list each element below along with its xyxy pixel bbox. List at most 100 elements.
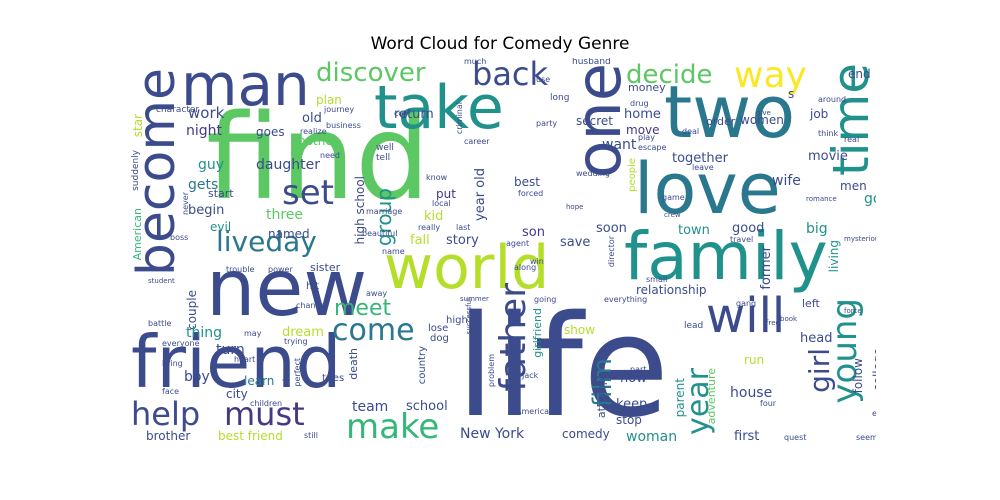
word-away: away bbox=[366, 289, 388, 298]
word-attempt: attempt bbox=[595, 374, 608, 419]
word-decide: decide bbox=[626, 60, 713, 90]
word-boss: boss bbox=[170, 233, 189, 242]
word-deal: deal bbox=[682, 127, 700, 136]
word-run: run bbox=[744, 353, 765, 367]
word-country: country bbox=[417, 346, 428, 385]
word-may: may bbox=[244, 329, 262, 338]
word-trouble: trouble bbox=[226, 265, 255, 274]
word-perfect: perfect bbox=[293, 358, 302, 387]
word-kid: kid bbox=[424, 209, 444, 224]
word-leave: leave bbox=[692, 163, 714, 172]
word-bring: bring bbox=[162, 359, 183, 368]
word-win: win bbox=[530, 257, 544, 266]
word-left: left bbox=[802, 297, 820, 310]
word-think: think bbox=[818, 129, 839, 138]
word-seem: seem bbox=[856, 433, 876, 442]
word-forced: forced bbox=[518, 189, 544, 198]
word-problem: problem bbox=[487, 354, 496, 388]
word-good: good bbox=[732, 221, 765, 236]
word-guy: guy bbox=[198, 157, 225, 173]
word-wedding: wedding bbox=[576, 169, 610, 178]
word-dog: dog bbox=[430, 333, 449, 344]
word-movie: movie bbox=[808, 149, 848, 164]
word-successful: successful bbox=[465, 298, 473, 335]
word-brother: brother bbox=[146, 429, 191, 443]
word-big: big bbox=[806, 221, 828, 237]
word-two: two bbox=[664, 70, 796, 154]
word-friend: friend bbox=[131, 320, 342, 404]
word-american: American bbox=[131, 208, 144, 261]
word-hope: hope bbox=[566, 203, 584, 211]
word-man: man bbox=[181, 58, 310, 119]
word-people: people bbox=[627, 158, 638, 192]
word-wife: wife bbox=[772, 173, 801, 189]
word-world: world bbox=[384, 233, 550, 303]
word-new: new bbox=[206, 244, 368, 334]
word-money: money bbox=[628, 81, 666, 94]
word-part: part bbox=[630, 365, 647, 374]
word-character: character bbox=[156, 105, 200, 115]
word-comedy: comedy bbox=[562, 427, 610, 441]
word-romance: romance bbox=[806, 195, 837, 203]
word-sister: sister bbox=[310, 261, 341, 274]
word-force: force bbox=[844, 307, 862, 315]
word-best-friend: best friend bbox=[218, 429, 283, 443]
word-town: town bbox=[678, 223, 710, 238]
word-trying: trying bbox=[284, 337, 308, 346]
word-fall: fall bbox=[410, 233, 430, 248]
word-living: living bbox=[827, 240, 841, 273]
word-last: last bbox=[456, 223, 471, 232]
word-love: love bbox=[634, 148, 781, 230]
word-save: save bbox=[560, 235, 591, 250]
word-house: house bbox=[730, 385, 773, 401]
word-turn: turn bbox=[216, 342, 245, 358]
word-criminal: criminal bbox=[455, 102, 464, 135]
word-together: together bbox=[672, 151, 728, 166]
word-summer: summer bbox=[460, 295, 489, 303]
word-student: student bbox=[148, 277, 175, 285]
word-marriage: marriage bbox=[366, 207, 403, 216]
word-school: school bbox=[406, 399, 448, 414]
word-never: never bbox=[181, 192, 190, 215]
word-jack: Jack bbox=[522, 371, 539, 380]
word-career: career bbox=[464, 137, 490, 146]
word-now: now bbox=[620, 371, 647, 386]
word-play: play bbox=[638, 133, 655, 142]
word-crew: crew bbox=[664, 211, 681, 219]
word-back: back bbox=[472, 58, 549, 93]
word-must: must bbox=[224, 395, 305, 433]
word-suddenly: suddenly bbox=[131, 150, 141, 191]
word-mother: mother bbox=[294, 134, 338, 148]
word-much: much bbox=[464, 58, 487, 66]
word-keep: keep bbox=[616, 397, 648, 412]
word-beautiful: beautiful bbox=[362, 229, 398, 238]
word-women: women bbox=[740, 113, 784, 127]
word-children: children bbox=[250, 399, 283, 408]
word-find: find bbox=[206, 88, 431, 226]
word-soon: soon bbox=[596, 221, 627, 236]
word-goes: goes bbox=[256, 125, 285, 139]
word-lose: lose bbox=[428, 323, 449, 334]
word-dream: dream bbox=[282, 325, 324, 340]
word-move: move bbox=[626, 123, 660, 137]
word-liveday: liveday bbox=[216, 225, 317, 258]
word-escape: escape bbox=[638, 143, 667, 152]
word-know: know bbox=[426, 173, 448, 182]
word-former: former bbox=[759, 246, 774, 290]
word-star: star bbox=[131, 114, 145, 138]
word-want: want bbox=[602, 137, 637, 153]
word-along: along bbox=[514, 263, 537, 272]
word-s: s bbox=[788, 87, 795, 101]
word-set: set bbox=[282, 173, 334, 213]
word-hit: hit bbox=[306, 281, 320, 292]
word-travel: travel bbox=[730, 235, 754, 244]
word-thing: thing bbox=[186, 325, 223, 341]
word-follow: follow bbox=[851, 358, 865, 394]
word-parent: parent bbox=[673, 378, 687, 418]
word-couple: couple bbox=[185, 290, 199, 330]
word-adventure: adventure bbox=[705, 368, 718, 425]
word-america: America bbox=[516, 407, 549, 416]
word-game: game bbox=[662, 193, 685, 202]
word-night: night bbox=[186, 123, 223, 139]
word-discover: discover bbox=[316, 58, 426, 88]
